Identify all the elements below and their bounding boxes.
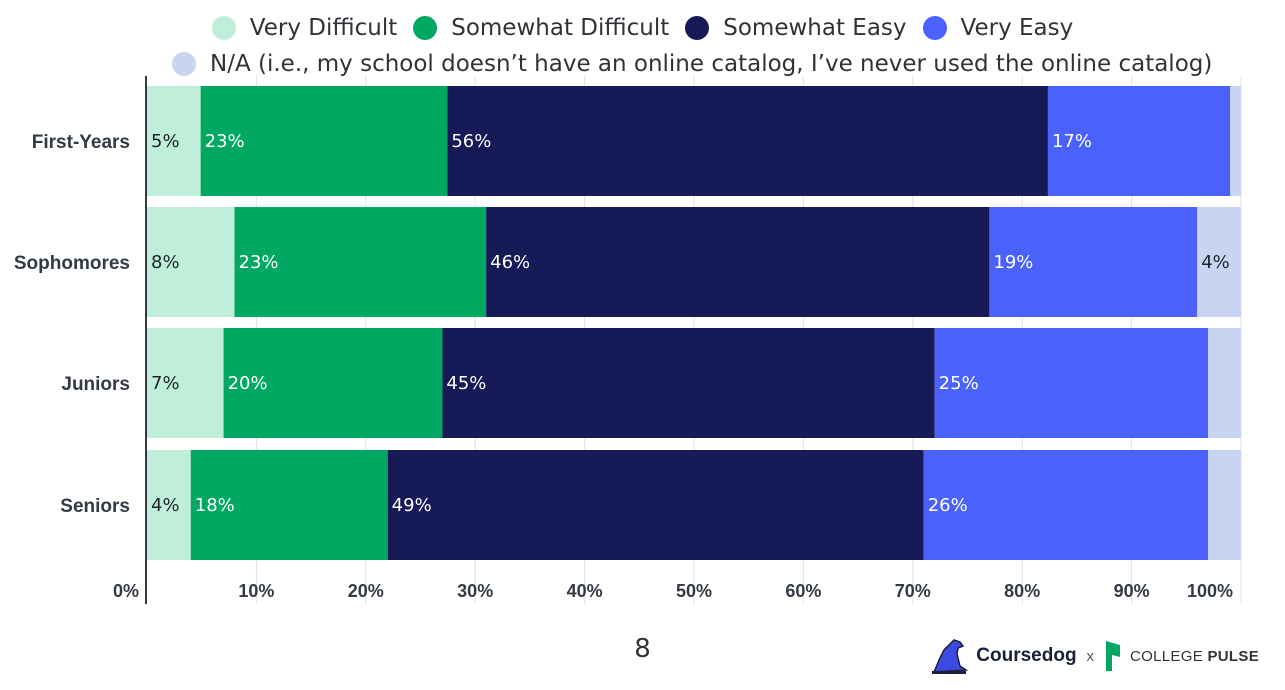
bar-seniors-series-4 xyxy=(1208,450,1241,560)
bar-juniors-series-3 xyxy=(934,328,1209,438)
brand-separator: x xyxy=(1086,647,1095,665)
x-tick-label-70: 70% xyxy=(895,581,931,601)
legend-item-very-easy: Very Easy xyxy=(922,15,1074,41)
bar-sophomores-series-0 xyxy=(147,207,235,317)
legend-swatch-very-easy xyxy=(922,16,947,40)
legend-swatch-very-difficult xyxy=(211,16,236,40)
page-number: 8 xyxy=(634,634,651,664)
coursedog-logo-icon xyxy=(932,639,969,674)
legend-item-na: N/A (i.e., my school doesn’t have an onl… xyxy=(172,51,1212,77)
legend-swatch-na xyxy=(172,52,196,76)
data-label-first-years-series-1: 23% xyxy=(205,131,245,152)
data-label-first-years-series-2: 56% xyxy=(451,131,491,152)
bar-first-years-series-4 xyxy=(1230,86,1241,196)
bar-sophomores-series-4 xyxy=(1197,207,1241,317)
data-label-sophomores-series-3: 19% xyxy=(993,252,1033,273)
x-tick-label-80: 80% xyxy=(1004,581,1040,601)
x-tick-label-20: 20% xyxy=(348,581,384,601)
x-tick-label-40: 40% xyxy=(567,581,603,601)
legend-label-na: N/A (i.e., my school doesn’t have an onl… xyxy=(210,51,1213,77)
data-label-juniors-series-0: 7% xyxy=(151,373,180,394)
category-label-seniors: Seniors xyxy=(60,496,130,517)
legend-swatch-somewhat-difficult xyxy=(413,16,438,40)
data-label-seniors-series-2: 49% xyxy=(392,495,432,516)
bar-sophomores-series-2 xyxy=(486,207,990,317)
legend: Very Difficult Somewhat Difficult Somewh… xyxy=(0,10,1285,82)
bar-juniors-series-4 xyxy=(1208,328,1241,438)
college-pulse-wordmark: COLLEGE PULSE xyxy=(1130,648,1259,665)
bar-first-years-series-0 xyxy=(147,86,201,196)
bar-juniors-series-2 xyxy=(442,328,935,438)
x-tick-label-90: 90% xyxy=(1114,581,1150,601)
x-tick-label-0: 0% xyxy=(113,581,139,601)
x-tick-label-100: 100% xyxy=(1187,581,1233,601)
legend-label-very-difficult: Very Difficult xyxy=(249,15,398,41)
college-pulse-logo-icon xyxy=(1106,641,1121,671)
category-label-juniors: Juniors xyxy=(61,374,130,395)
legend-label-very-easy: Very Easy xyxy=(960,15,1074,41)
data-label-juniors-series-2: 45% xyxy=(446,373,486,394)
x-tick-label-60: 60% xyxy=(785,581,821,601)
bar-seniors-series-1 xyxy=(190,450,388,560)
bar-seniors-series-3 xyxy=(923,450,1209,560)
legend-swatch-somewhat-easy xyxy=(685,16,710,40)
bar-juniors-series-1 xyxy=(223,328,443,438)
legend-label-somewhat-easy: Somewhat Easy xyxy=(723,15,907,41)
bar-sophomores-series-1 xyxy=(234,207,487,317)
college-pulse-word-college: COLLEGE xyxy=(1130,647,1204,665)
legend-row-1: Very Difficult Somewhat Difficult Somewh… xyxy=(0,10,1285,46)
data-label-first-years-series-0: 5% xyxy=(151,131,180,152)
data-label-sophomores-series-1: 23% xyxy=(239,252,279,273)
data-label-sophomores-series-0: 8% xyxy=(151,252,180,273)
bar-first-years-series-2 xyxy=(447,86,1048,196)
data-label-sophomores-series-4: 4% xyxy=(1201,252,1230,273)
footer-branding: Coursedog x COLLEGE PULSE xyxy=(930,636,1259,676)
bar-seniors-series-2 xyxy=(387,450,924,560)
category-label-sophomores: Sophomores xyxy=(14,253,130,274)
data-label-first-years-series-3: 17% xyxy=(1052,131,1092,152)
data-label-juniors-series-1: 20% xyxy=(228,373,268,394)
legend-label-somewhat-difficult: Somewhat Difficult xyxy=(451,15,670,41)
coursedog-wordmark: Coursedog xyxy=(976,645,1077,666)
legend-row-2: N/A (i.e., my school doesn’t have an onl… xyxy=(0,46,1285,82)
college-pulse-word-pulse: PULSE xyxy=(1207,647,1259,665)
bar-juniors-series-0 xyxy=(147,328,224,438)
x-tick-label-10: 10% xyxy=(238,581,274,601)
data-label-juniors-series-3: 25% xyxy=(939,373,979,394)
bar-seniors-series-0 xyxy=(147,450,191,560)
x-tick-label-50: 50% xyxy=(676,581,712,601)
data-label-seniors-series-3: 26% xyxy=(928,495,968,516)
legend-item-somewhat-difficult: Somewhat Difficult xyxy=(413,15,669,41)
data-label-seniors-series-0: 4% xyxy=(151,495,180,516)
legend-item-somewhat-easy: Somewhat Easy xyxy=(685,15,907,41)
bar-first-years-series-3 xyxy=(1047,86,1231,196)
x-tick-label-30: 30% xyxy=(457,581,493,601)
bar-sophomores-series-3 xyxy=(989,207,1198,317)
data-label-sophomores-series-2: 46% xyxy=(490,252,530,273)
data-label-seniors-series-1: 18% xyxy=(195,495,235,516)
bar-first-years-series-1 xyxy=(200,86,448,196)
category-label-first-years: First-Years xyxy=(32,132,130,153)
legend-item-very-difficult: Very Difficult xyxy=(211,15,398,41)
